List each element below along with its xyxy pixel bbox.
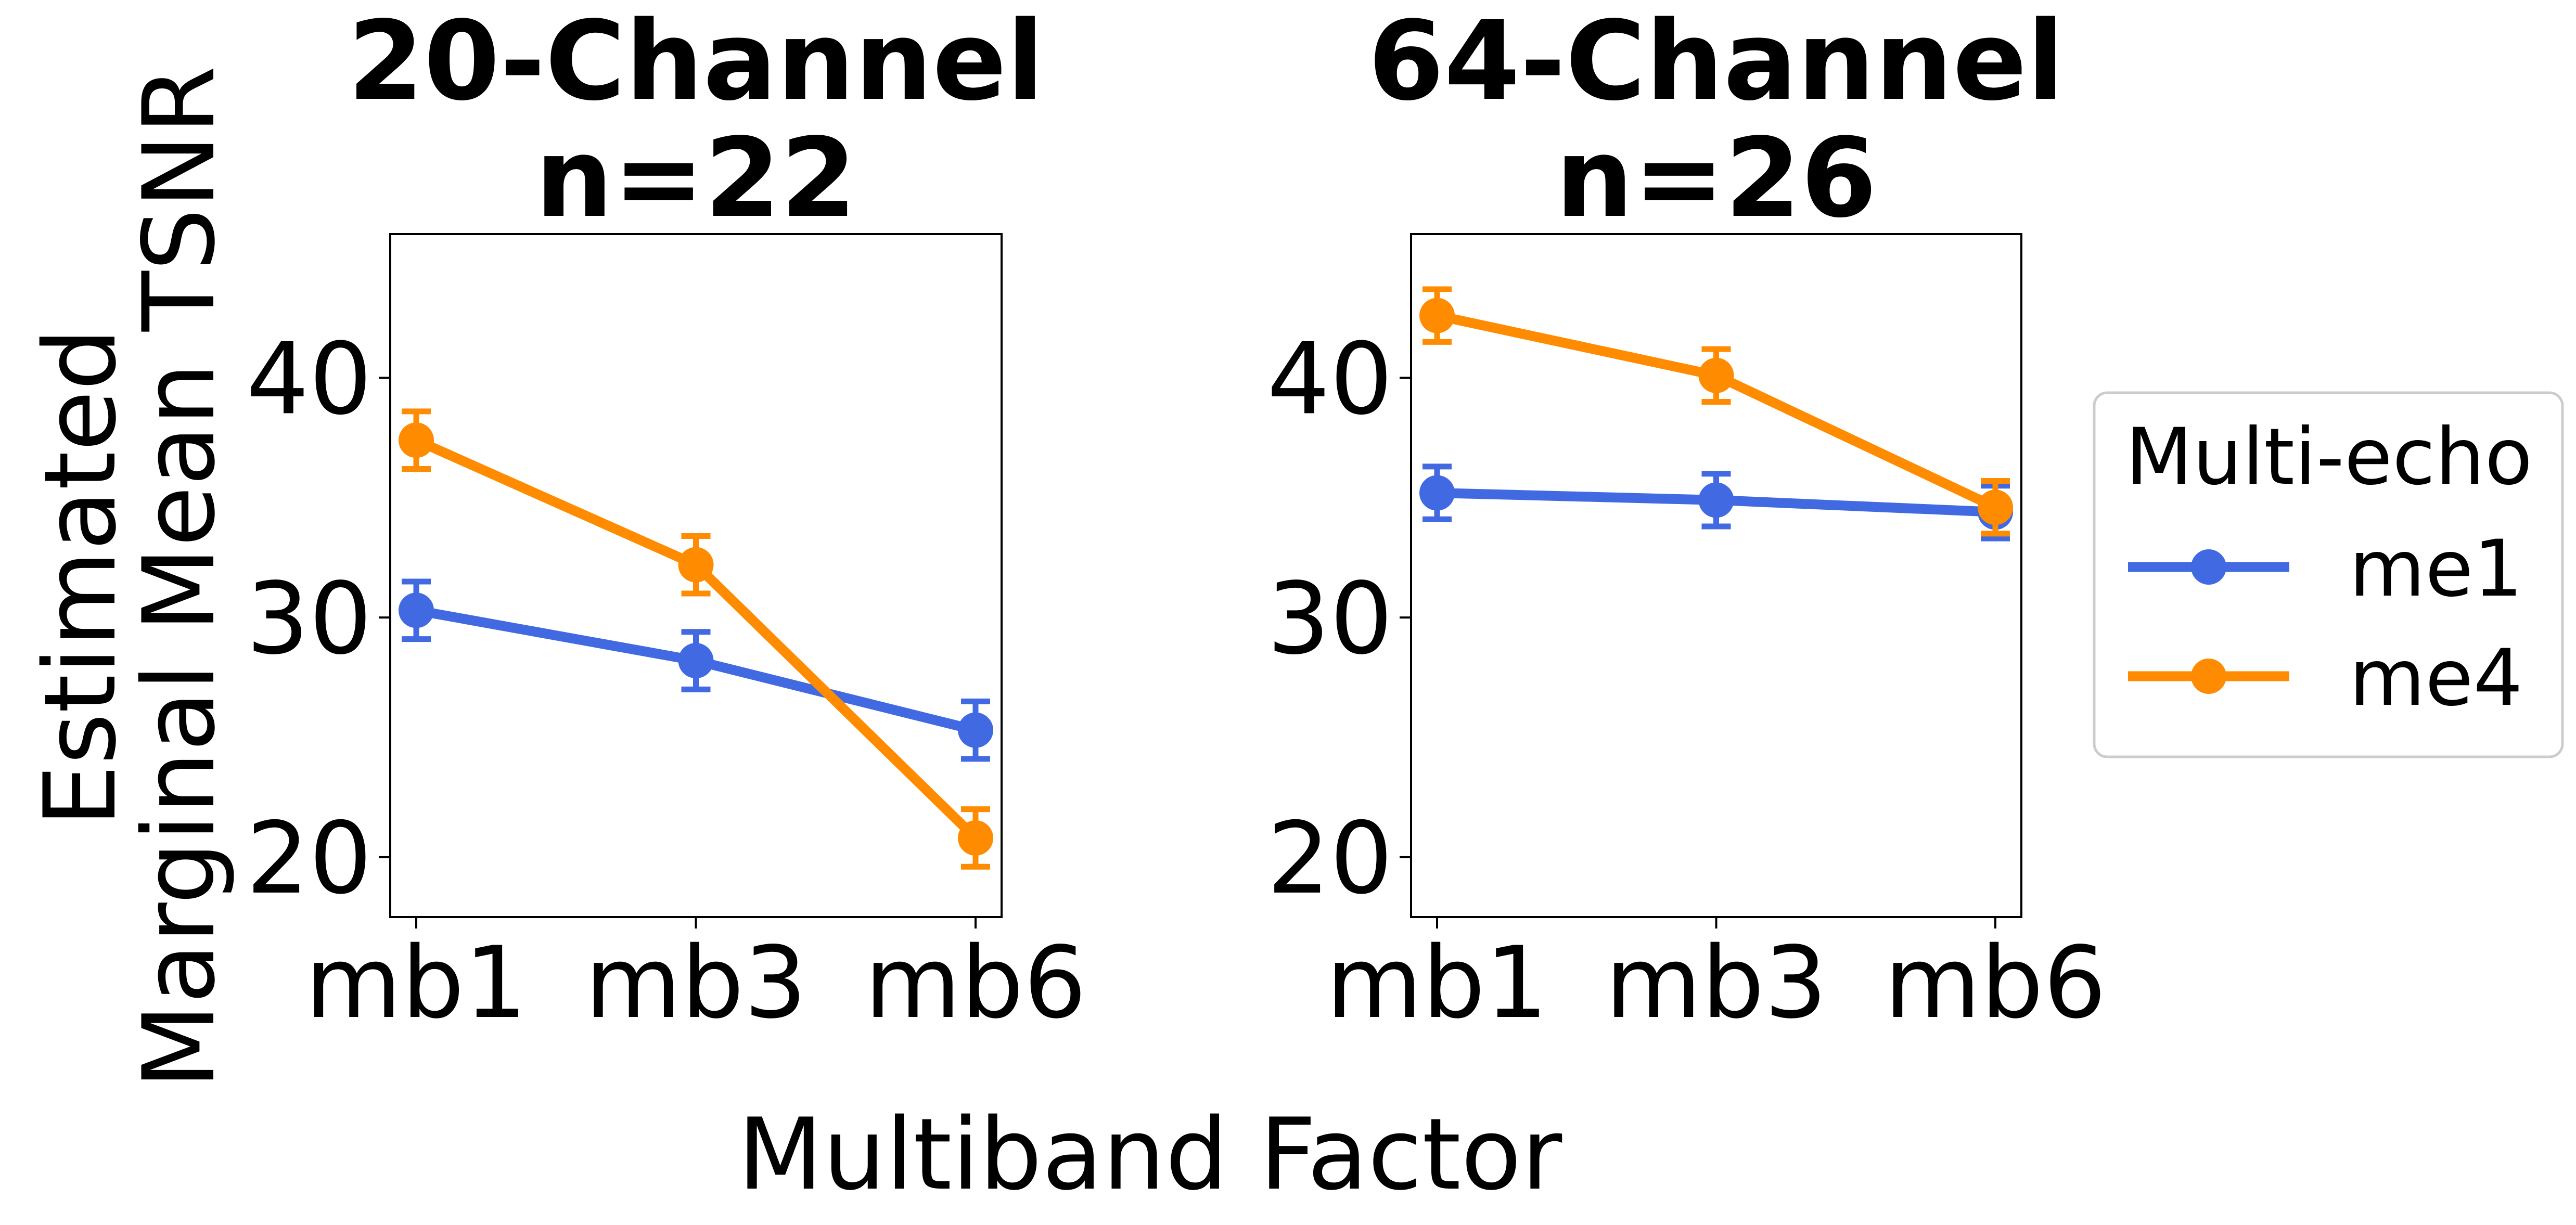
panel-title: 64-Channel — [1368, 0, 2064, 125]
panel-title: 20-Channel — [348, 0, 1044, 125]
panel-subtitle: n=26 — [1556, 114, 1877, 242]
series-me4 — [1419, 286, 2013, 537]
legend-label-me1: me1 — [2349, 524, 2523, 614]
data-point-me4 — [1419, 298, 1455, 333]
x-axis-label: Multiband Factor — [738, 1097, 1562, 1212]
data-point-me1 — [678, 643, 714, 679]
y-tick-label: 30 — [1267, 561, 1393, 676]
series-me4 — [399, 408, 993, 870]
panel-subtitle: n=22 — [535, 114, 857, 242]
y-tick-label: 30 — [246, 561, 372, 676]
data-point-me1 — [958, 712, 993, 748]
data-point-me1 — [399, 592, 434, 628]
x-tick-label: mb6 — [1885, 925, 2107, 1040]
y-tick-label: 20 — [1267, 801, 1393, 916]
data-point-me4 — [1698, 357, 1734, 393]
y-tick-label: 20 — [246, 801, 372, 916]
x-tick-label: mb3 — [1605, 925, 1827, 1040]
plot-frame — [1410, 233, 2022, 918]
data-point-me4 — [958, 820, 993, 856]
data-point-me4 — [678, 547, 714, 583]
legend-title: Multi-echo — [2125, 412, 2532, 502]
legend-marker-me4 — [2191, 659, 2226, 694]
x-tick-label: mb3 — [585, 925, 807, 1040]
y-axis-label-line1: Estimated — [23, 328, 138, 827]
x-tick-label: mb1 — [1326, 925, 1548, 1040]
y-axis-label-line2: Marginal Mean TSNR — [122, 66, 237, 1089]
y-tick-label: 40 — [1267, 321, 1393, 436]
data-point-me1 — [1419, 475, 1455, 511]
x-tick-label: mb6 — [865, 925, 1087, 1040]
data-point-me1 — [1698, 482, 1734, 518]
data-point-me4 — [399, 422, 434, 458]
data-point-me4 — [1978, 489, 2013, 525]
legend-marker-me1 — [2191, 549, 2226, 585]
legend-label-me4: me4 — [2349, 633, 2523, 724]
series-me1 — [399, 578, 993, 762]
y-tick-label: 40 — [246, 321, 372, 436]
x-tick-label: mb1 — [305, 925, 528, 1040]
